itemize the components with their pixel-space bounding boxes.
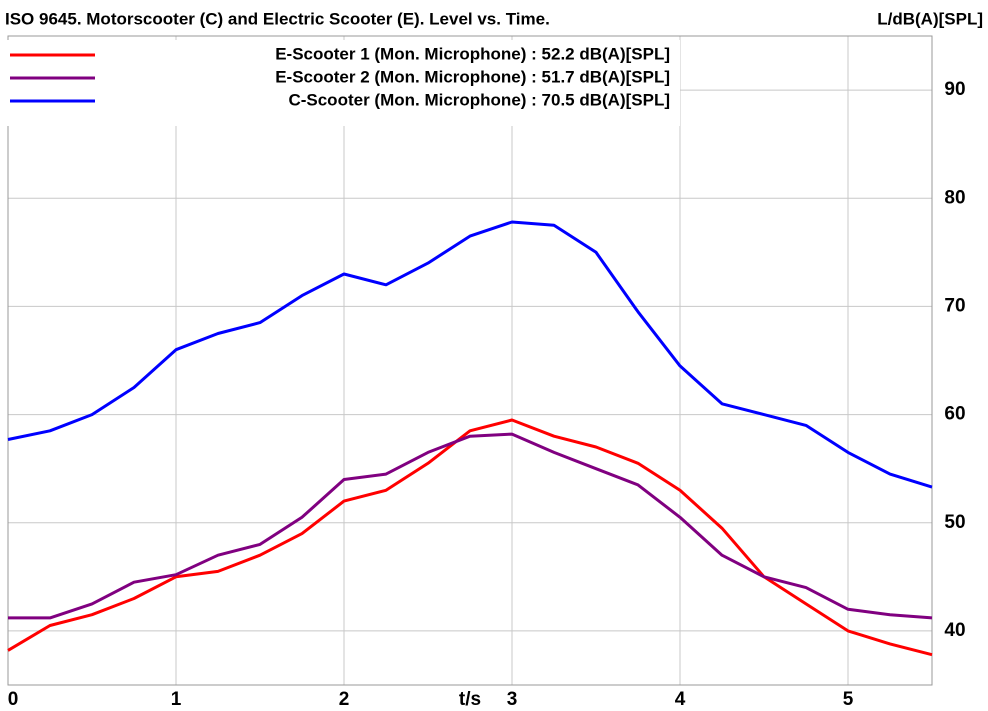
y-tick-label: 80	[944, 187, 965, 208]
x-axis-label: t/s	[459, 689, 481, 710]
y-tick-label: 90	[944, 79, 965, 100]
line-series	[7, 220, 933, 489]
legend-label: C-Scooter (Mon. Microphone) : 70.5 dB(A)…	[288, 90, 670, 109]
x-tick-label: 3	[507, 689, 518, 710]
legend-label: E-Scooter 1 (Mon. Microphone) : 52.2 dB(…	[275, 44, 670, 63]
x-tick-label: 1	[171, 689, 182, 710]
x-tick-label: 4	[675, 689, 686, 710]
y-axis-label: L/dB(A)[SPL]	[877, 9, 983, 28]
y-tick-label: 60	[944, 404, 965, 425]
line-series	[7, 418, 933, 657]
x-tick-label: 0	[8, 689, 19, 710]
chart-title: ISO 9645. Motorscooter (C) and Electric …	[5, 9, 550, 28]
plot-frame	[7, 35, 933, 686]
x-tick-label: 2	[339, 689, 350, 710]
legend-box	[0, 40, 680, 126]
y-tick-label: 50	[944, 512, 965, 533]
line-series	[8, 432, 933, 620]
y-tick-label: 70	[944, 295, 965, 316]
x-tick-label: 5	[843, 689, 854, 710]
y-tick-label: 40	[944, 620, 965, 641]
legend-label: E-Scooter 2 (Mon. Microphone) : 51.7 dB(…	[275, 67, 670, 86]
